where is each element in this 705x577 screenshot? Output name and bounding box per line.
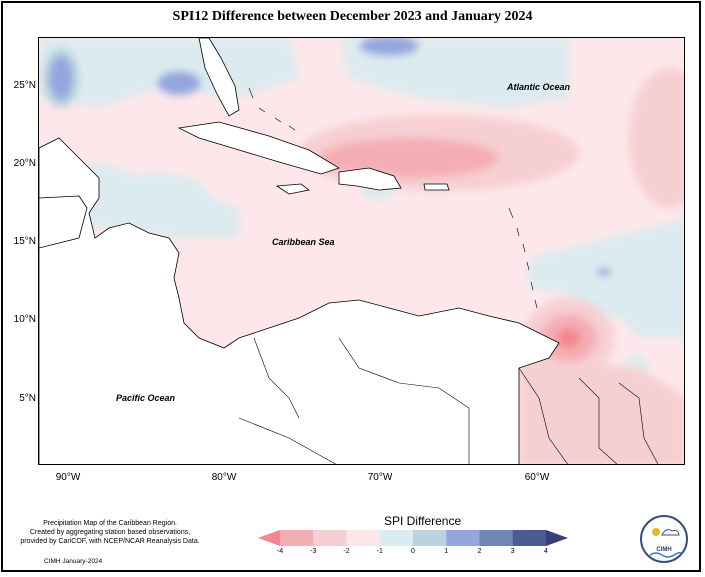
legend-cell bbox=[479, 530, 514, 546]
lon-label-60: 60°W bbox=[524, 472, 550, 483]
legend-tick-label: 4 bbox=[544, 548, 548, 555]
map-area bbox=[38, 37, 685, 465]
credit-line-2: Created by aggregating station based obs… bbox=[29, 529, 191, 536]
lon-label-90: 90°W bbox=[55, 472, 81, 483]
legend-cell bbox=[313, 530, 347, 546]
legend-tick-label: 3 bbox=[510, 548, 515, 555]
legend-arrow-low bbox=[258, 530, 280, 546]
legend-tick-label: -1 bbox=[376, 548, 383, 555]
mainland-land bbox=[39, 137, 560, 464]
legend-colorbar bbox=[258, 530, 568, 546]
legend-cell bbox=[446, 530, 480, 546]
legend-tick-label: -2 bbox=[343, 548, 350, 555]
lon-label-70: 70°W bbox=[367, 472, 393, 483]
jamaica-land bbox=[275, 183, 310, 195]
caribbean-sea-label: Caribbean Sea bbox=[272, 237, 335, 247]
atlantic-ocean-label: Atlantic Ocean bbox=[507, 82, 571, 92]
lon-label-80: 80°W bbox=[211, 472, 237, 483]
map-title: SPI12 Difference between December 2023 a… bbox=[172, 9, 533, 24]
pacific-ocean-label: Pacific Ocean bbox=[116, 393, 176, 403]
legend-tick-label: 1 bbox=[444, 548, 449, 555]
credit-date: CIMH January-2024 bbox=[44, 558, 103, 565]
legend-tick-label: -3 bbox=[310, 548, 317, 555]
legend-cell bbox=[346, 530, 381, 546]
lat-label-15: 15°N bbox=[13, 236, 36, 247]
legend-arrow-high bbox=[546, 530, 568, 546]
credit-block: Precipitation Map of the Caribbean Regio… bbox=[10, 519, 210, 546]
legend-cell bbox=[413, 530, 447, 546]
legend-cell bbox=[512, 530, 547, 546]
lat-label-5: 5°N bbox=[19, 393, 36, 404]
cimh-logo-icon bbox=[649, 528, 683, 558]
cimh-logo-text: CIMH bbox=[656, 547, 672, 553]
credit-line-1: Precipitation Map of the Caribbean Regio… bbox=[43, 520, 177, 527]
legend-tick-label: -4 bbox=[276, 548, 284, 555]
map-canvas bbox=[39, 38, 684, 464]
legend-tick-label: 2 bbox=[477, 548, 482, 555]
legend-title: SPI Difference bbox=[384, 514, 462, 528]
legend-cell bbox=[280, 530, 314, 546]
legend-cells bbox=[280, 530, 547, 546]
coastlines bbox=[39, 38, 560, 464]
lat-label-20: 20°N bbox=[13, 158, 36, 169]
florida-land bbox=[198, 38, 240, 117]
puerto-rico-land bbox=[423, 183, 450, 191]
legend-tick-label: 0 bbox=[411, 548, 415, 555]
cuba-land bbox=[177, 121, 340, 175]
hispaniola-land bbox=[338, 167, 402, 191]
legend-cell bbox=[379, 530, 414, 546]
yucatan-box bbox=[39, 195, 88, 249]
cimh-logo: CIMH bbox=[640, 515, 688, 563]
country-borders bbox=[238, 87, 659, 464]
lat-label-25: 25°N bbox=[13, 80, 36, 91]
credit-line-3: provided by CariCOF, with NCEP/NCAR Rean… bbox=[20, 538, 200, 545]
lat-label-10: 10°N bbox=[13, 314, 36, 325]
